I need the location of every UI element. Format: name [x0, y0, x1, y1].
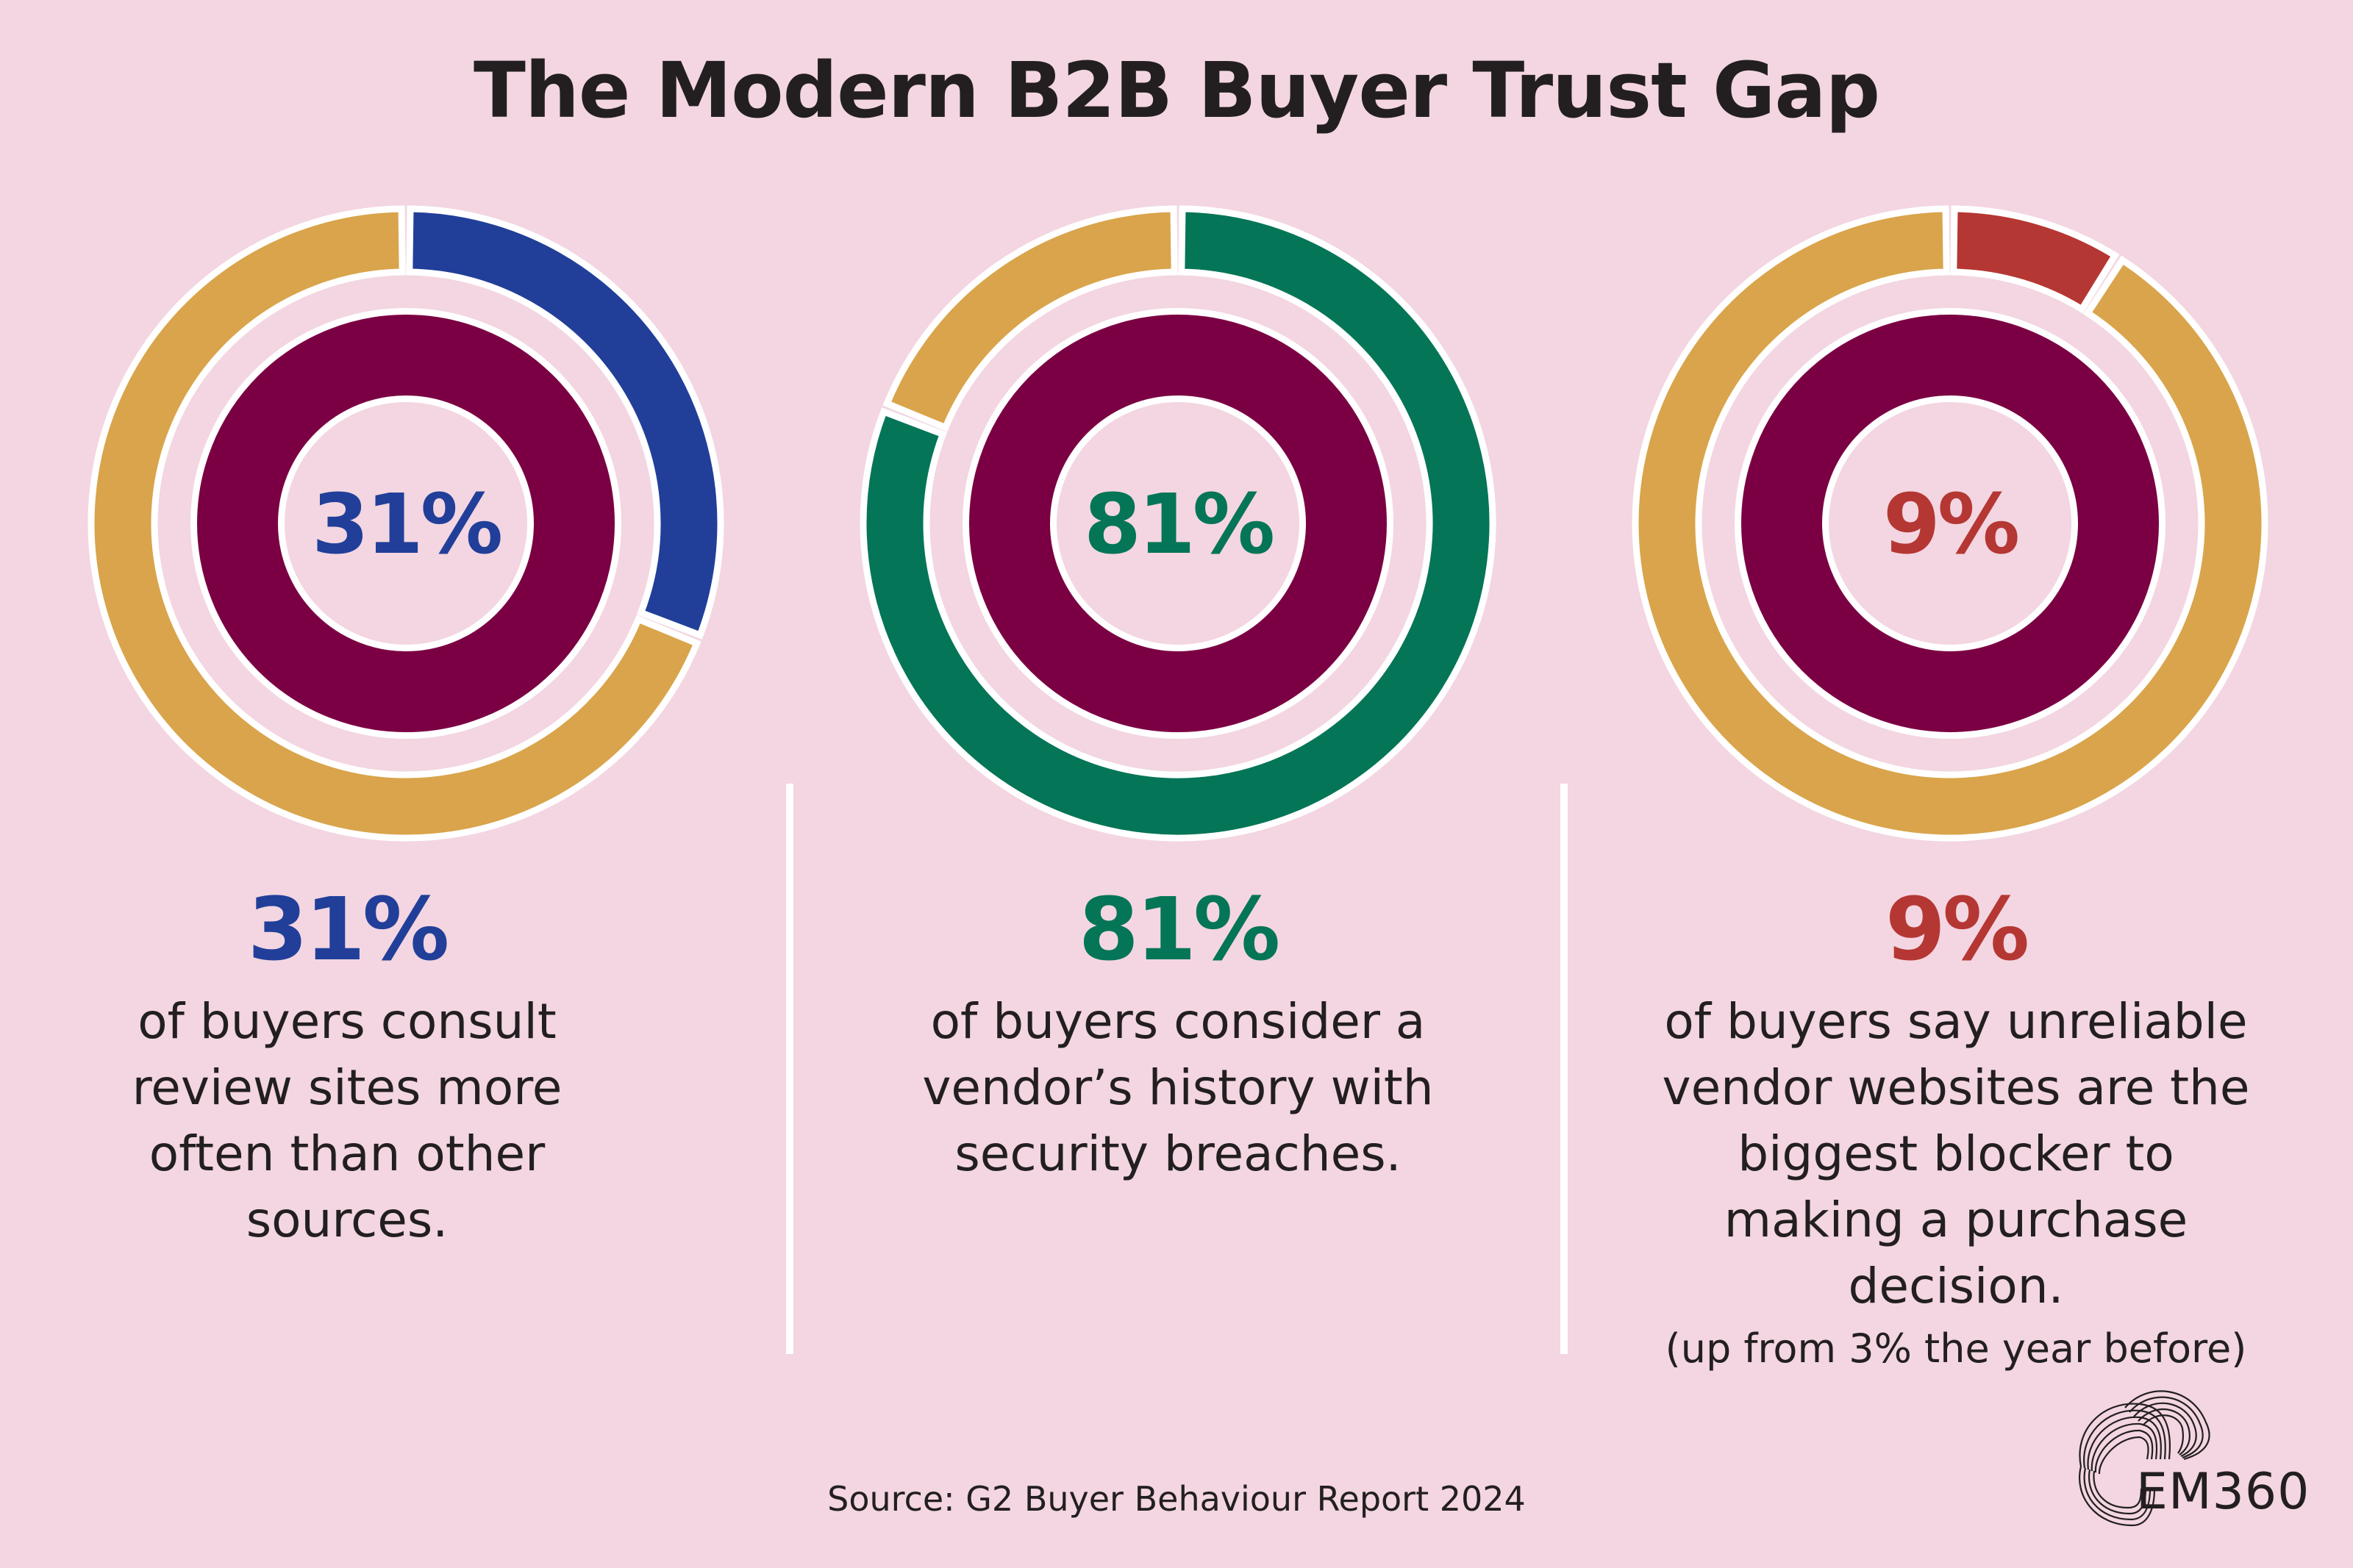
em360-logo-text: EM360: [2136, 1463, 2310, 1521]
inner-ring: [197, 315, 615, 732]
donut-chart-3: 9%: [1632, 205, 2268, 842]
donut-segment-remainder: [1632, 205, 2268, 842]
source-citation: Source: G2 Buyer Behaviour Report 2024: [827, 1479, 1526, 1519]
stat-value: 9%: [1885, 878, 2029, 980]
donut-center-label: 9%: [1883, 477, 2018, 573]
donut-chart-1: 31%: [88, 205, 724, 842]
donut-chart-2: 81%: [860, 205, 1496, 842]
stat-block-1: 31% of buyers consult review sites more …: [0, 886, 715, 1253]
donut-center-label: 81%: [1084, 477, 1273, 573]
stat-description: of buyers consider a vendor’s history wi…: [922, 993, 1434, 1182]
stat-value: 81%: [1078, 878, 1280, 980]
donut-center-label: 31%: [312, 477, 501, 573]
inner-ring: [969, 315, 1387, 732]
donut-segment-remainder: [882, 205, 1178, 432]
donut-segment-highlight: [860, 205, 1496, 842]
donut-charts: 31% 81% 9%: [88, 205, 2268, 842]
column-divider-1: [786, 784, 793, 1354]
stat-note: (up from 3% the year before): [1665, 1325, 2247, 1372]
stat-description: of buyers consult review sites more ofte…: [132, 993, 563, 1248]
stat-block-2: 81% of buyers consider a vendor’s histor…: [810, 886, 1546, 1187]
donut-segment-highlight: [1950, 205, 2120, 314]
stat-block-3: 9% of buyers say unreliable vendor websi…: [1588, 886, 2324, 1378]
column-divider-2: [1560, 784, 1568, 1354]
inner-ring: [1741, 315, 2159, 732]
page-title: The Modern B2B Buyer Trust Gap: [473, 46, 1880, 135]
stat-description: of buyers say unreliable vendor websites…: [1662, 993, 2250, 1314]
donut-segment-remainder: [88, 205, 701, 842]
em360-wave-logo-icon: [2079, 1390, 2210, 1527]
donut-segment-highlight: [406, 205, 724, 640]
stat-value: 31%: [247, 878, 449, 980]
